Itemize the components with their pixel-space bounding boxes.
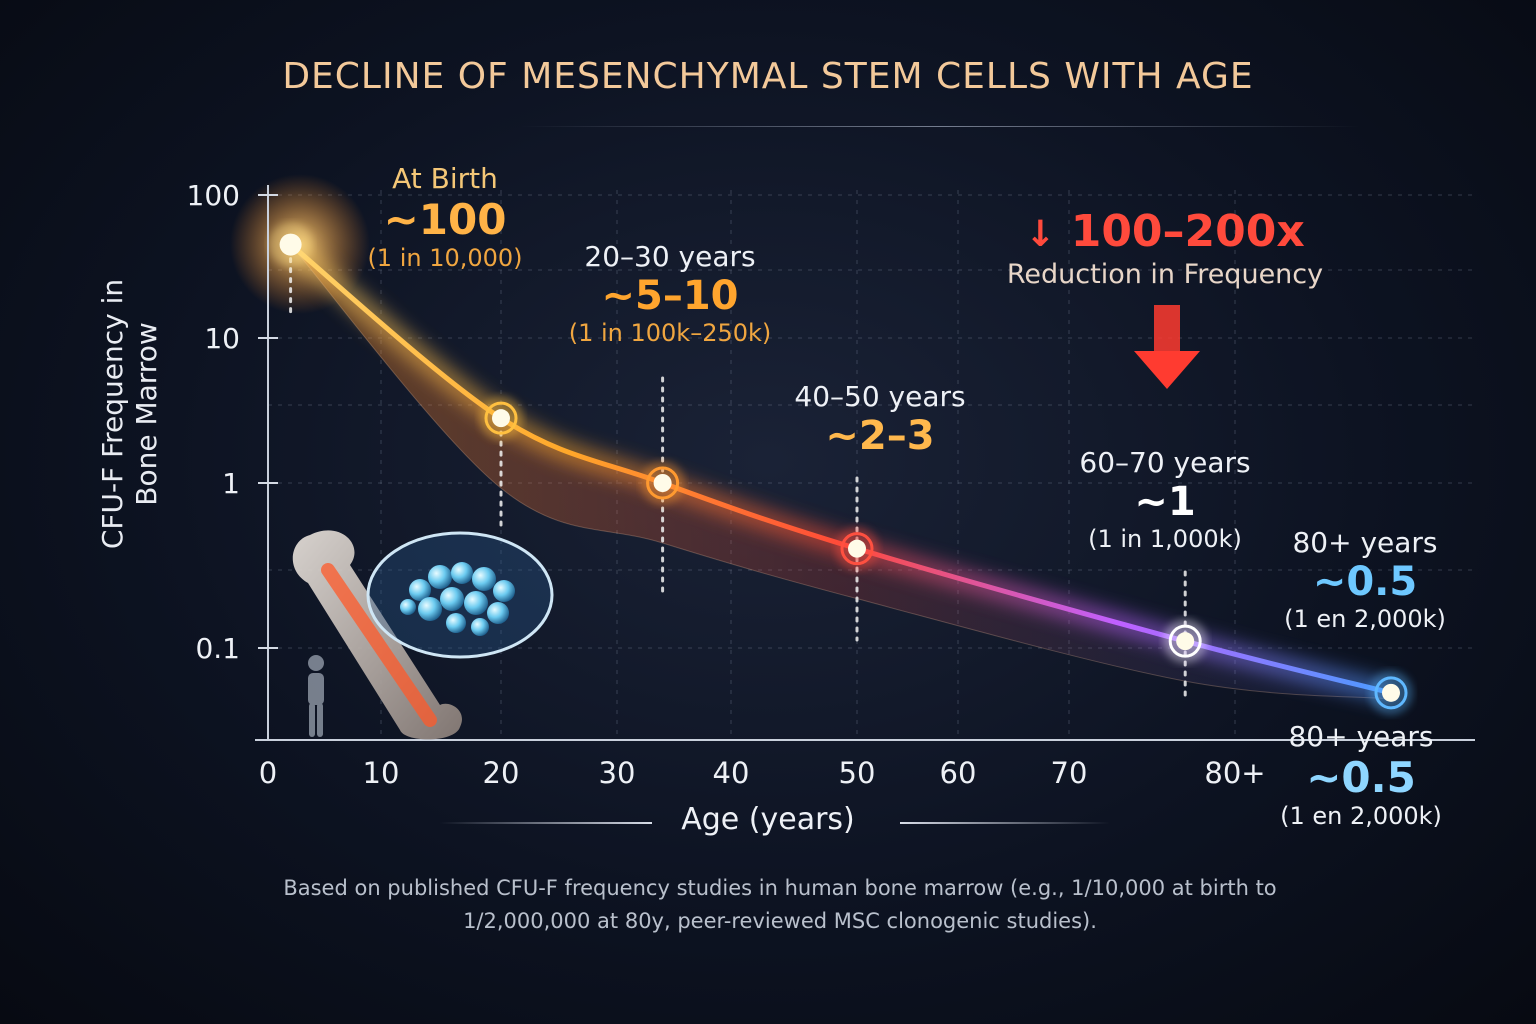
bone-icon [292, 530, 462, 740]
data-point [479, 396, 523, 441]
annotation-old-lower-sub: (1 en 2,000k) [1280, 802, 1442, 830]
x-tick-label: 0 [259, 756, 277, 790]
x-label-line-left [440, 822, 652, 824]
annotation-mid-value: ~2–3 [825, 413, 935, 459]
x-tick-label: 10 [363, 756, 400, 790]
reduction-caption: Reduction in Frequency [1006, 259, 1324, 290]
x-tick-label: 20 [483, 756, 520, 790]
x-tick-label: 50 [839, 756, 876, 790]
reduction-value: 100–200x [1070, 206, 1305, 257]
title-rule [520, 126, 1360, 127]
data-point [1369, 670, 1413, 715]
y-axis-label: CFU-F Frequency in Bone Marrow [96, 278, 163, 550]
annotation-mid: 40–50 years ~2–3 [760, 380, 1000, 459]
annotation-old-lower-value: ~0.5 [1306, 753, 1416, 802]
y-tick-label: 100 [187, 179, 240, 212]
data-point [640, 461, 685, 505]
chart-title: DECLINE OF MESENCHYMAL STEM CELLS WITH A… [282, 56, 1254, 97]
annotation-old-upper-age: 80+ years [1292, 526, 1438, 559]
y-tick-label: 10 [204, 322, 240, 355]
annotation-birth-age: At Birth [392, 162, 498, 195]
annotation-late-value: ~1 [1134, 479, 1196, 525]
x-tick-label: 30 [599, 756, 636, 790]
x-tick-label: 40 [713, 756, 750, 790]
human-figure-icon [308, 655, 324, 737]
x-axis-label: Age (years) [681, 802, 855, 837]
data-point [835, 526, 879, 571]
annotation-young-sub: (1 in 100k–250k) [568, 319, 772, 347]
annotation-late-sub: (1 in 1,000k) [1088, 525, 1242, 553]
annotation-old-upper-sub: (1 en 2,000k) [1284, 605, 1446, 633]
data-point [1163, 619, 1208, 664]
annotation-birth-sub: (1 in 10,000) [367, 244, 523, 272]
annotation-late-age: 60–70 years [1079, 446, 1251, 479]
annotation-birth: At Birth ~100 (1 in 10,000) [340, 162, 550, 272]
x-ticks: 0 10 20 30 40 50 60 70 80+ [259, 756, 1266, 790]
data-points [268, 222, 1413, 715]
annotation-late: 60–70 years ~1 (1 in 1,000k) [1050, 446, 1280, 553]
x-tick-label: 80+ [1204, 756, 1265, 790]
annotation-young-value: ~5–10 [601, 273, 739, 319]
bone-marrow-illustration [292, 530, 554, 740]
annotation-birth-value: ~100 [383, 195, 507, 244]
reduction-callout: ↓ 100–200x Reduction in Frequency [980, 206, 1350, 290]
down-arrow-icon: ↓ [1025, 214, 1056, 255]
annotation-young: 20–30 years ~5–10 (1 in 100k–250k) [540, 240, 800, 347]
x-tick-label: 70 [1051, 756, 1088, 790]
petri-dish-icon [366, 531, 554, 659]
annotation-young-age: 20–30 years [584, 240, 756, 273]
data-point [268, 222, 313, 267]
annotation-old-lower: 80+ years ~0.5 (1 en 2,000k) [1256, 720, 1466, 830]
reduction-headline: ↓ 100–200x [980, 206, 1350, 257]
red-down-arrow-icon [1134, 305, 1200, 389]
footnote: Based on published CFU-F frequency studi… [283, 876, 1277, 933]
x-label-line-right [900, 822, 1110, 824]
annotation-old-lower-age: 80+ years [1288, 720, 1434, 753]
y-tick-label: 0.1 [195, 632, 240, 665]
y-tick-label: 1 [222, 467, 240, 500]
x-tick-label: 60 [940, 756, 977, 790]
annotation-mid-age: 40–50 years [794, 380, 966, 413]
annotation-old-upper: 80+ years ~0.5 (1 en 2,000k) [1260, 526, 1470, 633]
annotation-old-upper-value: ~0.5 [1312, 559, 1418, 605]
y-ticks: 100 10 1 0.1 [187, 179, 278, 665]
